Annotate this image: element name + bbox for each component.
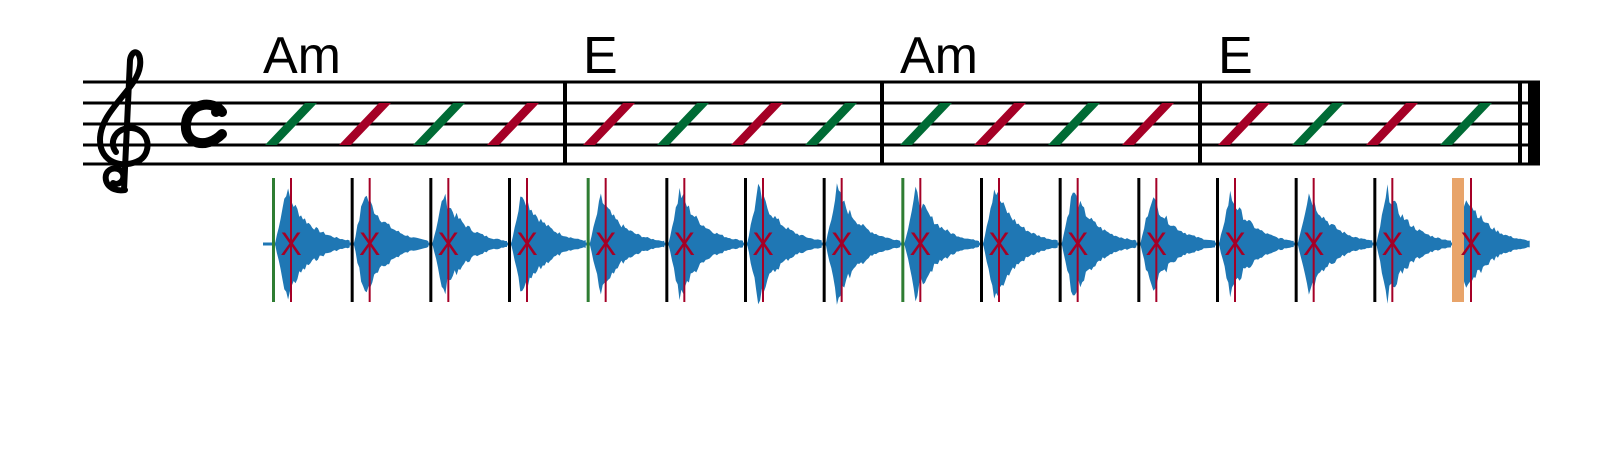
slash-m2-b2 bbox=[657, 103, 709, 145]
beat-line-15 bbox=[1373, 178, 1377, 302]
beat-line-8 bbox=[822, 178, 826, 302]
waveform-burst-4 bbox=[511, 196, 586, 292]
onset-x-4: X bbox=[516, 226, 537, 262]
slash-m4-b1 bbox=[1218, 103, 1270, 145]
slash-m3-b2 bbox=[974, 103, 1026, 145]
slash-m4-b3 bbox=[1366, 103, 1418, 145]
waveform-burst-5 bbox=[589, 193, 665, 295]
onset-x-13: X bbox=[1224, 226, 1245, 262]
chord-label-4: E bbox=[1218, 27, 1253, 85]
onset-x-9: X bbox=[910, 226, 931, 262]
barlines bbox=[563, 82, 1202, 164]
onset-x-15: X bbox=[1382, 226, 1403, 262]
waveform-burst-1 bbox=[275, 188, 350, 300]
onset-x-12: X bbox=[1146, 226, 1167, 262]
waveform-burst-16 bbox=[1455, 200, 1530, 288]
beat-line-4 bbox=[508, 178, 511, 302]
common-time-icon bbox=[180, 99, 227, 148]
onset-x-10: X bbox=[988, 226, 1009, 262]
slash-m3-b1 bbox=[900, 103, 952, 145]
beat-markers bbox=[272, 178, 1464, 302]
onset-x-2: X bbox=[359, 226, 380, 262]
slash-m2-b3 bbox=[731, 103, 783, 145]
beat-line-9 bbox=[901, 178, 905, 302]
slash-m1-b3 bbox=[413, 103, 465, 145]
beat-line-1 bbox=[272, 178, 275, 302]
waveform-burst-10 bbox=[983, 189, 1058, 299]
beat-line-3 bbox=[429, 178, 433, 302]
slash-m2-b1 bbox=[583, 103, 635, 145]
waveform-burst-7 bbox=[747, 183, 822, 305]
slash-m1-b2 bbox=[339, 103, 391, 145]
highlight-marker bbox=[1452, 178, 1464, 302]
beat-line-6 bbox=[665, 178, 669, 302]
waveform-burst-12 bbox=[1140, 197, 1215, 291]
beat-line-11 bbox=[1058, 178, 1062, 302]
waveform-burst-13 bbox=[1219, 190, 1294, 298]
onset-x-1: X bbox=[280, 226, 301, 262]
audio-waveform-icon bbox=[263, 183, 1530, 305]
onset-x-3: X bbox=[438, 226, 459, 262]
onset-x-5: X bbox=[595, 226, 616, 262]
beat-line-14 bbox=[1294, 178, 1298, 302]
beat-line-5 bbox=[586, 178, 590, 302]
waveform-burst-3 bbox=[432, 193, 507, 295]
waveform-burst-14 bbox=[1297, 193, 1373, 295]
onset-x-7: X bbox=[752, 226, 773, 262]
chord-label-2: E bbox=[583, 27, 618, 85]
chord-label-1: Am bbox=[263, 27, 341, 85]
onset-x-8: X bbox=[831, 226, 852, 262]
beat-line-2 bbox=[350, 178, 354, 302]
onset-x-11: X bbox=[1067, 226, 1088, 262]
waveform-burst-15 bbox=[1376, 184, 1451, 304]
beat-line-7 bbox=[744, 178, 747, 302]
slash-m3-b4 bbox=[1122, 103, 1174, 145]
beat-line-12 bbox=[1137, 178, 1141, 302]
onset-x-6: X bbox=[674, 226, 695, 262]
rhythm-slashes bbox=[265, 103, 1492, 145]
beat-line-13 bbox=[1216, 178, 1219, 302]
waveform-burst-6 bbox=[668, 187, 743, 301]
waveform-burst-9 bbox=[904, 186, 979, 302]
slash-m1-b1 bbox=[265, 103, 317, 145]
slash-m4-b4 bbox=[1440, 103, 1492, 145]
slash-m3-b3 bbox=[1048, 103, 1100, 145]
treble-clef-icon bbox=[97, 49, 151, 194]
waveform-burst-11 bbox=[1061, 192, 1137, 296]
waveform-burst-8 bbox=[825, 183, 901, 305]
beat-line-10 bbox=[980, 178, 983, 302]
slash-m4-b2 bbox=[1292, 103, 1344, 145]
onset-x-14: X bbox=[1303, 226, 1324, 262]
waveform-burst-2 bbox=[353, 195, 429, 293]
chord-label-3: Am bbox=[900, 27, 978, 85]
slash-m1-b4 bbox=[487, 103, 539, 145]
onset-x-16: X bbox=[1460, 226, 1481, 262]
final-barline-icon bbox=[1518, 82, 1540, 164]
slash-m2-b4 bbox=[805, 103, 857, 145]
